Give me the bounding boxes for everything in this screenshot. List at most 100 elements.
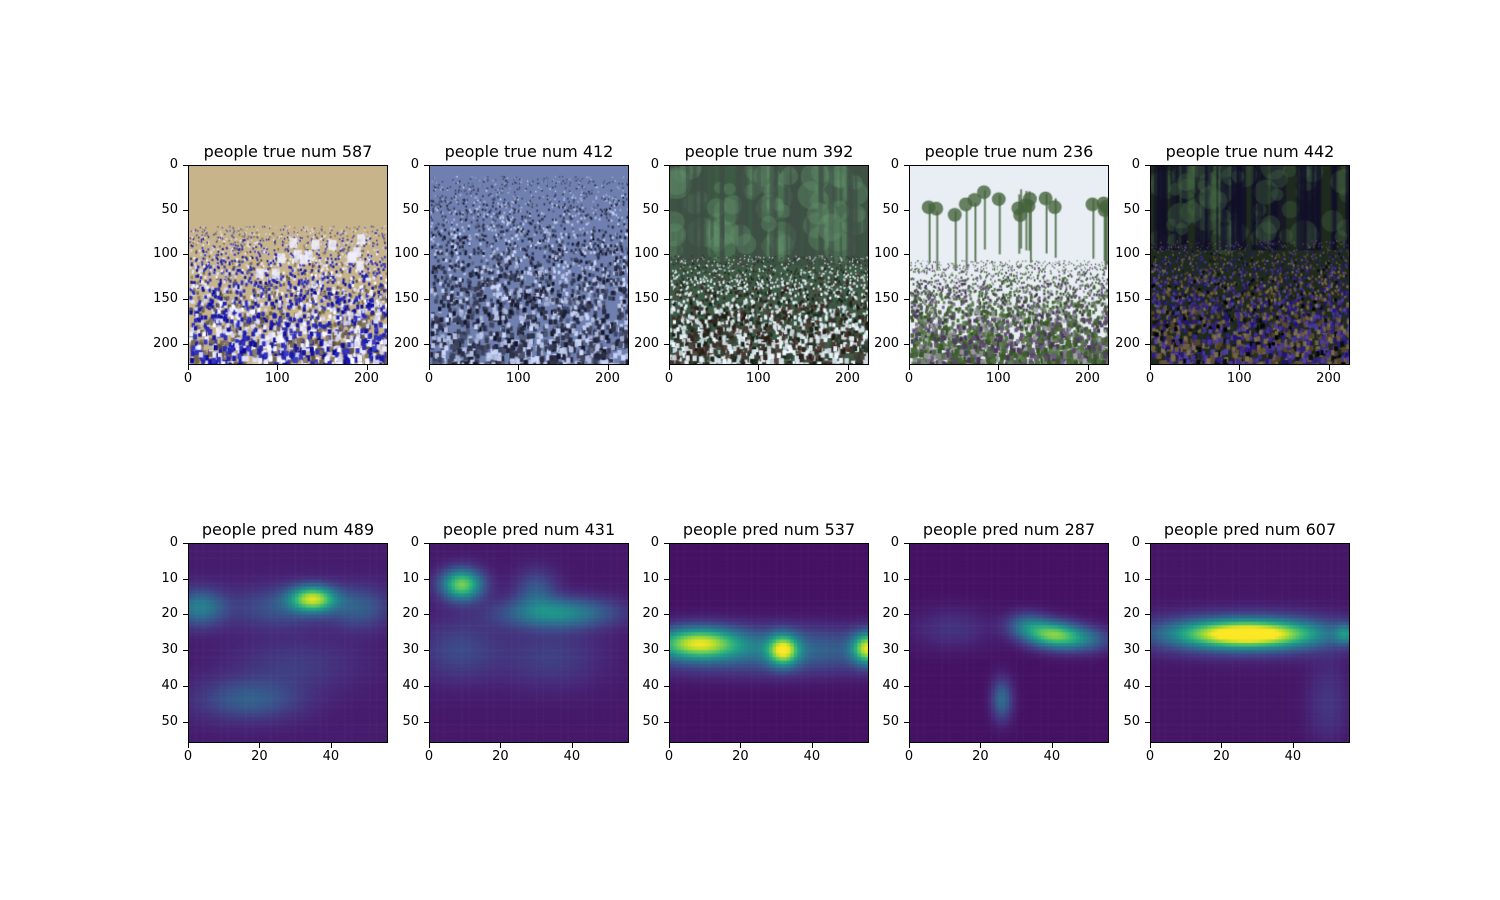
x-tick-label: 100 — [985, 371, 1011, 386]
x-tick-label: 20 — [251, 749, 268, 764]
heatmap-canvas — [189, 544, 387, 742]
y-tick-mark — [1145, 543, 1150, 544]
y-tick-label: 20 — [161, 606, 178, 622]
y-tick-mark — [664, 343, 669, 345]
image-canvas — [910, 166, 1108, 364]
x-tick-label: 40 — [322, 749, 340, 764]
x-tick-label: 100 — [505, 371, 531, 386]
y-tick-mark — [1145, 165, 1150, 166]
y-tick-mark — [424, 209, 429, 211]
x-tick-mark — [188, 365, 189, 370]
y-tick-label: 0 — [169, 535, 178, 550]
x-tick-mark — [277, 365, 279, 370]
y-tick-mark — [904, 543, 909, 544]
subplot-title: people true num 412 — [444, 142, 614, 161]
subplot-title: people true num 392 — [684, 142, 854, 161]
y-tick-mark — [904, 343, 909, 345]
x-tick-mark — [259, 743, 261, 748]
y-tick-label: 30 — [1123, 642, 1140, 658]
y-tick-label: 50 — [882, 713, 899, 729]
subplot-title: people true num 442 — [1165, 142, 1335, 161]
y-tick-mark — [424, 165, 429, 166]
y-tick-label: 50 — [642, 713, 659, 729]
y-tick-label: 10 — [161, 570, 178, 586]
y-tick-label: 40 — [882, 677, 899, 693]
y-tick-label: 150 — [634, 290, 659, 306]
x-tick-label: 0 — [1145, 749, 1155, 764]
y-tick-mark — [664, 254, 669, 256]
crowd-image — [188, 165, 388, 365]
y-tick-mark — [904, 578, 909, 580]
y-tick-mark — [424, 298, 429, 300]
y-tick-mark — [183, 543, 188, 544]
y-tick-label: 10 — [402, 570, 419, 586]
x-tick-label: 100 — [1226, 371, 1252, 386]
y-tick-label: 0 — [650, 535, 659, 550]
x-tick-mark — [500, 743, 502, 748]
x-tick-mark — [998, 365, 1000, 370]
y-tick-mark — [424, 650, 429, 652]
y-tick-label: 50 — [882, 201, 899, 217]
y-tick-mark — [183, 343, 188, 345]
y-tick-label: 100 — [1115, 246, 1140, 262]
x-tick-label: 20 — [972, 749, 989, 764]
x-tick-mark — [669, 743, 670, 748]
heatmap-canvas — [910, 544, 1108, 742]
y-tick-mark — [424, 578, 429, 580]
crowd-image — [1150, 165, 1350, 365]
x-tick-mark — [429, 743, 430, 748]
y-tick-label: 10 — [882, 570, 899, 586]
density-heatmap — [1150, 543, 1350, 743]
x-tick-label: 100 — [264, 371, 290, 386]
image-canvas — [189, 166, 387, 364]
y-tick-mark — [424, 685, 429, 687]
heatmap-canvas — [670, 544, 868, 742]
y-tick-label: 200 — [153, 335, 178, 351]
y-tick-label: 50 — [161, 713, 178, 729]
y-tick-label: 30 — [642, 642, 659, 658]
x-tick-label: 0 — [183, 371, 193, 386]
y-tick-mark — [1145, 209, 1150, 211]
y-tick-label: 50 — [1123, 201, 1140, 217]
x-tick-mark — [1292, 743, 1294, 748]
x-tick-mark — [518, 365, 520, 370]
y-tick-label: 30 — [402, 642, 419, 658]
subplot-title: people pred num 287 — [922, 520, 1096, 539]
y-tick-mark — [183, 298, 188, 300]
y-tick-mark — [664, 578, 669, 580]
y-tick-label: 10 — [642, 570, 659, 586]
x-tick-label: 0 — [664, 749, 674, 764]
x-tick-mark — [1328, 365, 1330, 370]
x-tick-mark — [847, 365, 849, 370]
x-tick-mark — [909, 743, 910, 748]
heatmap-canvas — [430, 544, 628, 742]
y-tick-label: 20 — [1123, 606, 1140, 622]
x-tick-label: 0 — [424, 371, 434, 386]
y-tick-mark — [1145, 578, 1150, 580]
y-tick-label: 0 — [1131, 157, 1140, 172]
y-tick-mark — [424, 543, 429, 544]
x-tick-label: 0 — [424, 749, 434, 764]
x-tick-label: 40 — [563, 749, 581, 764]
crowd-image — [669, 165, 869, 365]
x-tick-mark — [909, 365, 910, 370]
y-tick-mark — [183, 650, 188, 652]
subplot-title: people true num 587 — [203, 142, 373, 161]
x-tick-label: 200 — [1075, 371, 1100, 386]
x-tick-mark — [1051, 743, 1053, 748]
y-tick-mark — [1145, 650, 1150, 652]
x-tick-label: 40 — [803, 749, 821, 764]
y-tick-label: 200 — [634, 335, 659, 351]
y-tick-mark — [664, 721, 669, 723]
heatmap-canvas — [1151, 544, 1349, 742]
x-tick-label: 40 — [1043, 749, 1061, 764]
y-tick-mark — [424, 614, 429, 616]
y-tick-label: 20 — [642, 606, 659, 622]
y-tick-label: 100 — [153, 246, 178, 262]
y-tick-label: 50 — [161, 201, 178, 217]
y-tick-label: 50 — [402, 201, 419, 217]
density-heatmap — [188, 543, 388, 743]
image-canvas — [670, 166, 868, 364]
x-tick-mark — [1221, 743, 1223, 748]
y-tick-label: 40 — [1123, 677, 1140, 693]
